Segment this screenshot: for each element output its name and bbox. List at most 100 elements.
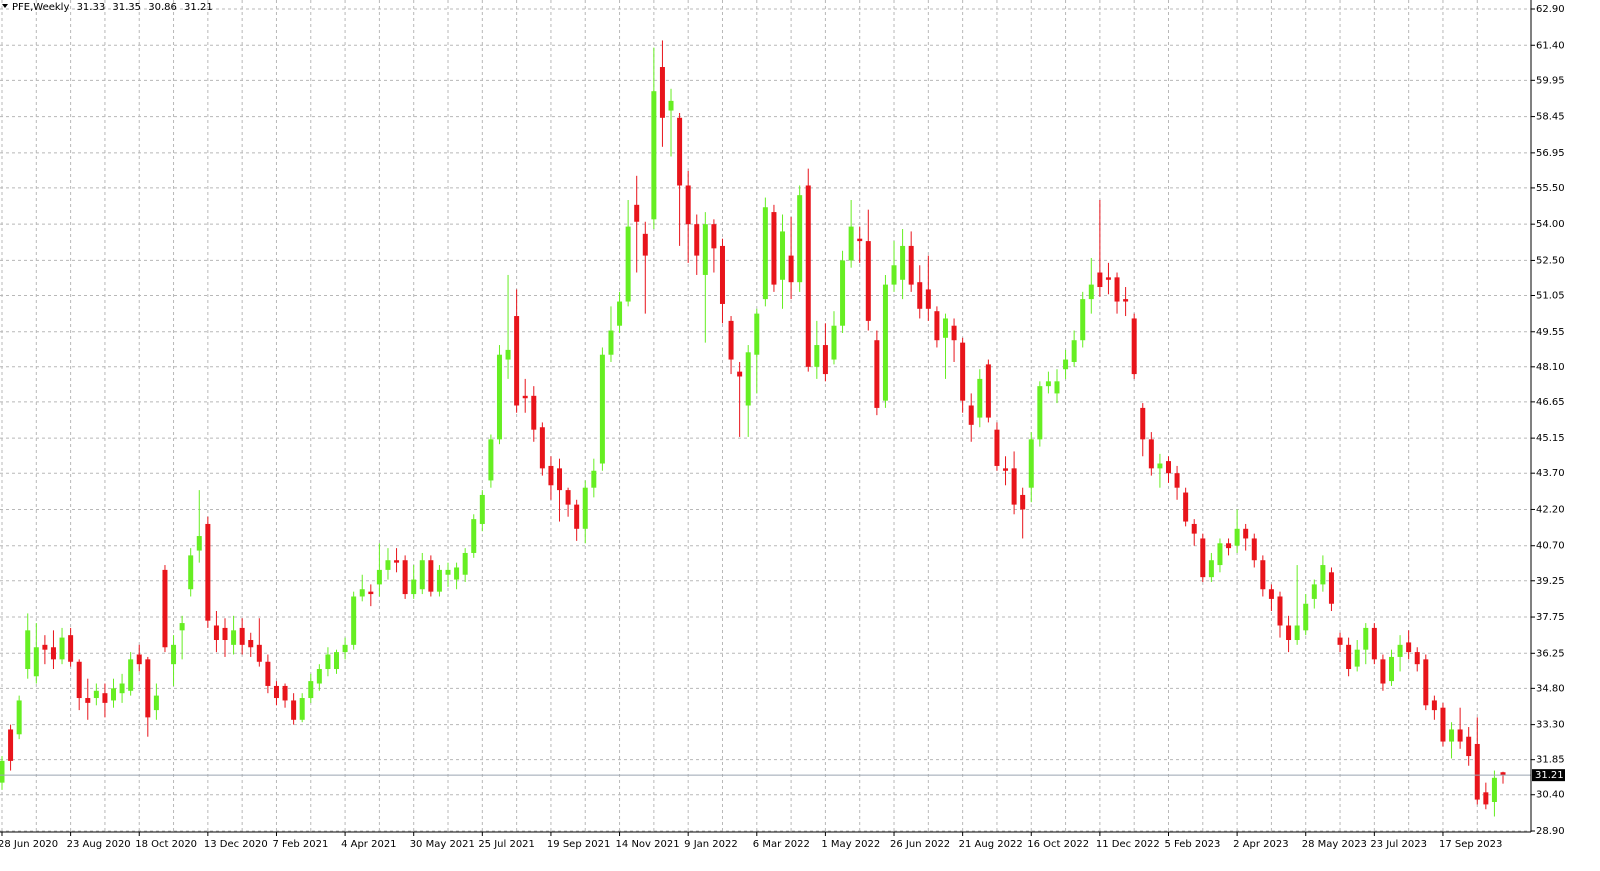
candle-body: [1174, 473, 1180, 488]
candle-body: [668, 100, 674, 111]
candle-body: [1217, 543, 1223, 566]
y-tick-label: 49.55: [1536, 327, 1565, 338]
candle-body: [539, 427, 545, 469]
candle-body: [1294, 625, 1300, 641]
candle-body: [1354, 649, 1360, 667]
candle-body: [1200, 538, 1206, 578]
candle-body: [1457, 729, 1463, 742]
y-tick-label: 61.40: [1536, 40, 1565, 51]
candle-body: [145, 659, 151, 718]
candle-body: [805, 185, 811, 367]
candle-body: [1371, 627, 1377, 660]
candle-body: [1449, 729, 1455, 742]
y-tick-label: 48.10: [1536, 362, 1565, 373]
candle-body: [248, 640, 254, 648]
candle-body: [411, 579, 417, 595]
candle-body: [840, 260, 846, 326]
y-tick-label: 36.25: [1536, 648, 1565, 659]
candle-body: [1346, 644, 1352, 670]
candle-body: [711, 224, 717, 249]
candle-body: [1397, 644, 1403, 657]
candle-body: [59, 637, 65, 660]
candle-body: [1483, 792, 1489, 805]
candle-body: [1105, 277, 1111, 280]
candle-body: [188, 555, 194, 590]
y-tick-label: 39.25: [1536, 576, 1565, 587]
x-tick-label: 18 Oct 2020: [135, 839, 197, 850]
candle-body: [1045, 381, 1051, 387]
x-tick-label: 28 May 2023: [1302, 839, 1367, 850]
candle-body: [205, 523, 211, 621]
candle-body: [1114, 277, 1120, 302]
candle-body: [385, 560, 391, 570]
x-tick-label: 21 Aug 2022: [959, 839, 1023, 850]
candle-body: [1088, 284, 1094, 300]
candle-body: [694, 224, 700, 256]
candle-body: [402, 560, 408, 595]
candle-body: [1208, 560, 1214, 578]
candle-body: [891, 265, 897, 285]
candle-body: [917, 282, 923, 309]
candle-body: [376, 569, 382, 585]
y-tick-label: 46.65: [1536, 397, 1565, 408]
y-tick-label: 43.70: [1536, 468, 1565, 479]
candle-body: [1320, 565, 1326, 585]
candle-body: [128, 659, 134, 691]
candle-body: [831, 325, 837, 360]
candle-body: [342, 644, 348, 653]
candle-body: [471, 519, 477, 553]
candle-body: [531, 395, 537, 430]
candle-body: [882, 284, 888, 401]
x-tick-label: 26 Jun 2022: [890, 839, 950, 850]
candle-body: [25, 630, 31, 670]
y-tick-label: 31.85: [1536, 755, 1565, 766]
x-tick-label: 9 Jan 2022: [684, 839, 738, 850]
candle-body: [1243, 528, 1249, 539]
labels: 62.90 61.40 59.95 58.45 56.95 55.50 54.00 52.50…: [0, 4, 1565, 850]
candle-body: [874, 340, 880, 408]
candle-body: [1011, 468, 1017, 505]
candle-body: [102, 693, 108, 703]
candle-body: [1080, 299, 1086, 341]
x-tick-label: 2 Apr 2023: [1233, 839, 1288, 850]
candle-body: [325, 654, 331, 670]
candle-body: [222, 627, 228, 641]
candle-body: [33, 647, 39, 677]
chart-header: PFE,Weekly 31.33 31.35 30.86 31.21: [2, 2, 213, 13]
last-high: 31.35: [112, 2, 141, 13]
y-tick-label: 40.70: [1536, 541, 1565, 552]
candle-body: [634, 204, 640, 222]
candle-body: [1500, 772, 1506, 776]
candle-body: [702, 224, 708, 275]
candle-body: [1148, 439, 1154, 469]
y-tick-label: 59.95: [1536, 75, 1565, 86]
x-tick-label: 11 Dec 2022: [1096, 839, 1160, 850]
candle-body: [788, 255, 794, 283]
x-tick-label: 23 Jul 2023: [1370, 839, 1427, 850]
candle-body: [256, 644, 262, 662]
candle-body: [685, 185, 691, 225]
y-tick-label: 45.15: [1536, 433, 1565, 444]
candle-body: [1003, 468, 1009, 471]
candle-body: [814, 345, 820, 367]
candle-body: [934, 311, 940, 341]
candle-body: [1414, 652, 1420, 665]
y-tick-label: 58.45: [1536, 112, 1565, 123]
candle-body: [1260, 560, 1266, 590]
candle-body: [1311, 584, 1317, 599]
x-tick-label: 5 Feb 2023: [1164, 839, 1220, 850]
candle-body: [42, 644, 48, 650]
candle-body: [85, 698, 91, 703]
candle-body: [848, 226, 854, 261]
candle-body: [136, 654, 142, 665]
candle-body: [462, 552, 468, 575]
x-tick-label: 30 May 2021: [410, 839, 475, 850]
x-tick-label: 19 Sep 2021: [547, 839, 610, 850]
candle-body: [282, 685, 288, 701]
candle-body: [625, 226, 631, 302]
candle-body: [1183, 492, 1189, 522]
candle-body: [599, 354, 605, 464]
y-tick-label: 62.90: [1536, 4, 1565, 15]
candle-body: [565, 490, 571, 505]
